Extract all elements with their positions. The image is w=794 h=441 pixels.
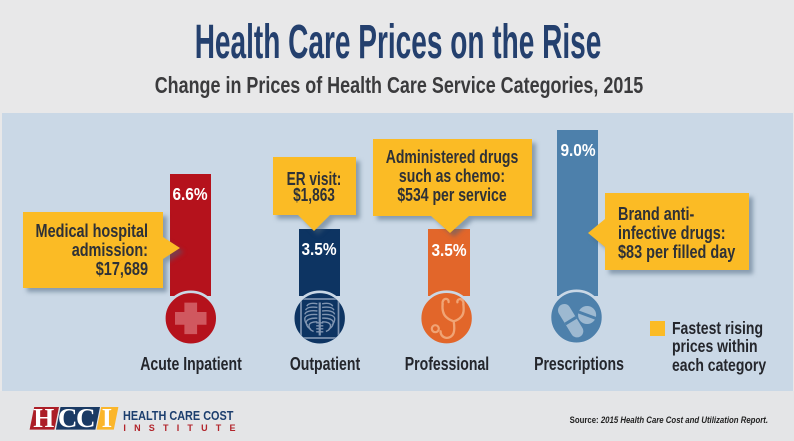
svg-text:I: I (102, 403, 113, 433)
svg-text:H: H (33, 403, 54, 433)
svg-text:C: C (58, 403, 78, 433)
svg-text:C: C (76, 403, 96, 433)
